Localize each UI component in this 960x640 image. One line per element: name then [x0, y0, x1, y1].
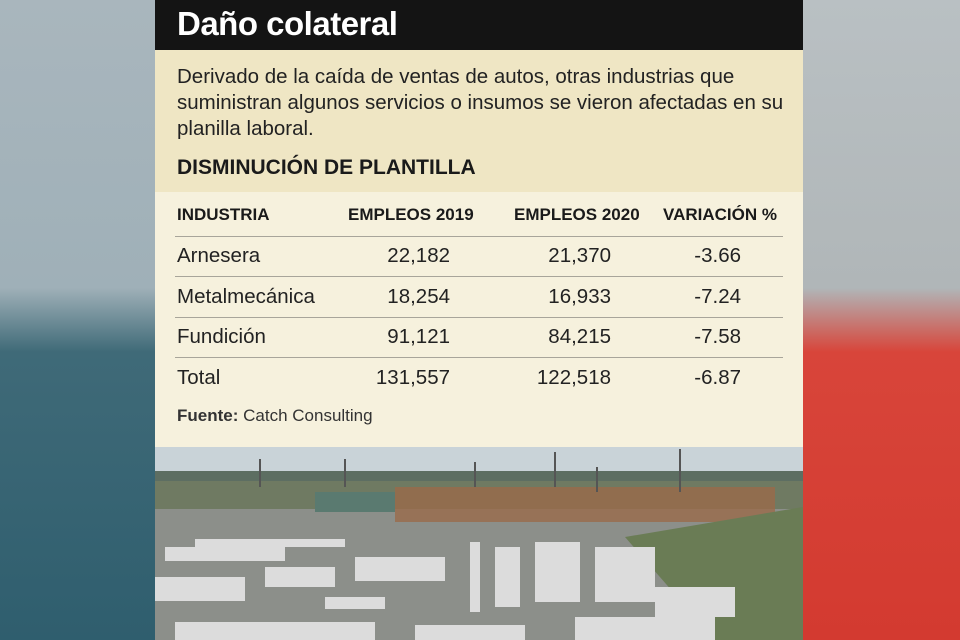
row-label: Total: [177, 365, 221, 389]
table-cell: 16,933: [548, 284, 611, 308]
intro-box: Derivado de la caída de ventas de autos,…: [155, 50, 803, 192]
row-rule: [175, 236, 783, 237]
column-header: VARIACIÓN %: [663, 205, 777, 224]
table-cell: 91,121: [387, 325, 450, 348]
table-cell: -3.66: [694, 244, 741, 267]
intro-text: Derivado de la caída de ventas de autos,…: [177, 65, 784, 140]
section-title: DISMINUCIÓN DE PLANTILLA: [177, 156, 476, 179]
source-label: Fuente:: [177, 406, 239, 425]
table-cell: -7.58: [694, 325, 741, 348]
table-cell: -7.24: [694, 284, 741, 308]
port-photo: [155, 447, 803, 640]
table-cell: -6.87: [694, 365, 741, 389]
table-cell: 131,557: [375, 365, 450, 389]
table-cell: 122,518: [536, 365, 611, 389]
row-label: Arnesera: [177, 244, 261, 267]
table-cell: 22,182: [387, 244, 450, 267]
row-rule: [175, 276, 783, 277]
infographic: Daño colateral Derivado de la caída de v…: [155, 0, 803, 640]
header: Daño colateral: [155, 0, 803, 50]
row-label: Metalmecánica: [177, 284, 315, 308]
background: [803, 0, 960, 640]
row-rule: [175, 316, 783, 318]
table-cell: 18,254: [387, 284, 450, 308]
column-header: INDUSTRIA: [177, 205, 270, 224]
column-header: EMPLEOS 2019: [348, 205, 474, 224]
table-cell: 21,370: [548, 244, 611, 267]
title: Daño colateral: [177, 5, 398, 42]
column-header: EMPLEOS 2020: [514, 205, 640, 224]
source-text: Catch Consulting: [243, 406, 373, 425]
table-cell: 84,215: [548, 325, 611, 348]
source: Fuente: Catch Consulting: [177, 406, 373, 426]
row-label: Fundición: [177, 325, 266, 348]
row-rule: [175, 357, 783, 358]
